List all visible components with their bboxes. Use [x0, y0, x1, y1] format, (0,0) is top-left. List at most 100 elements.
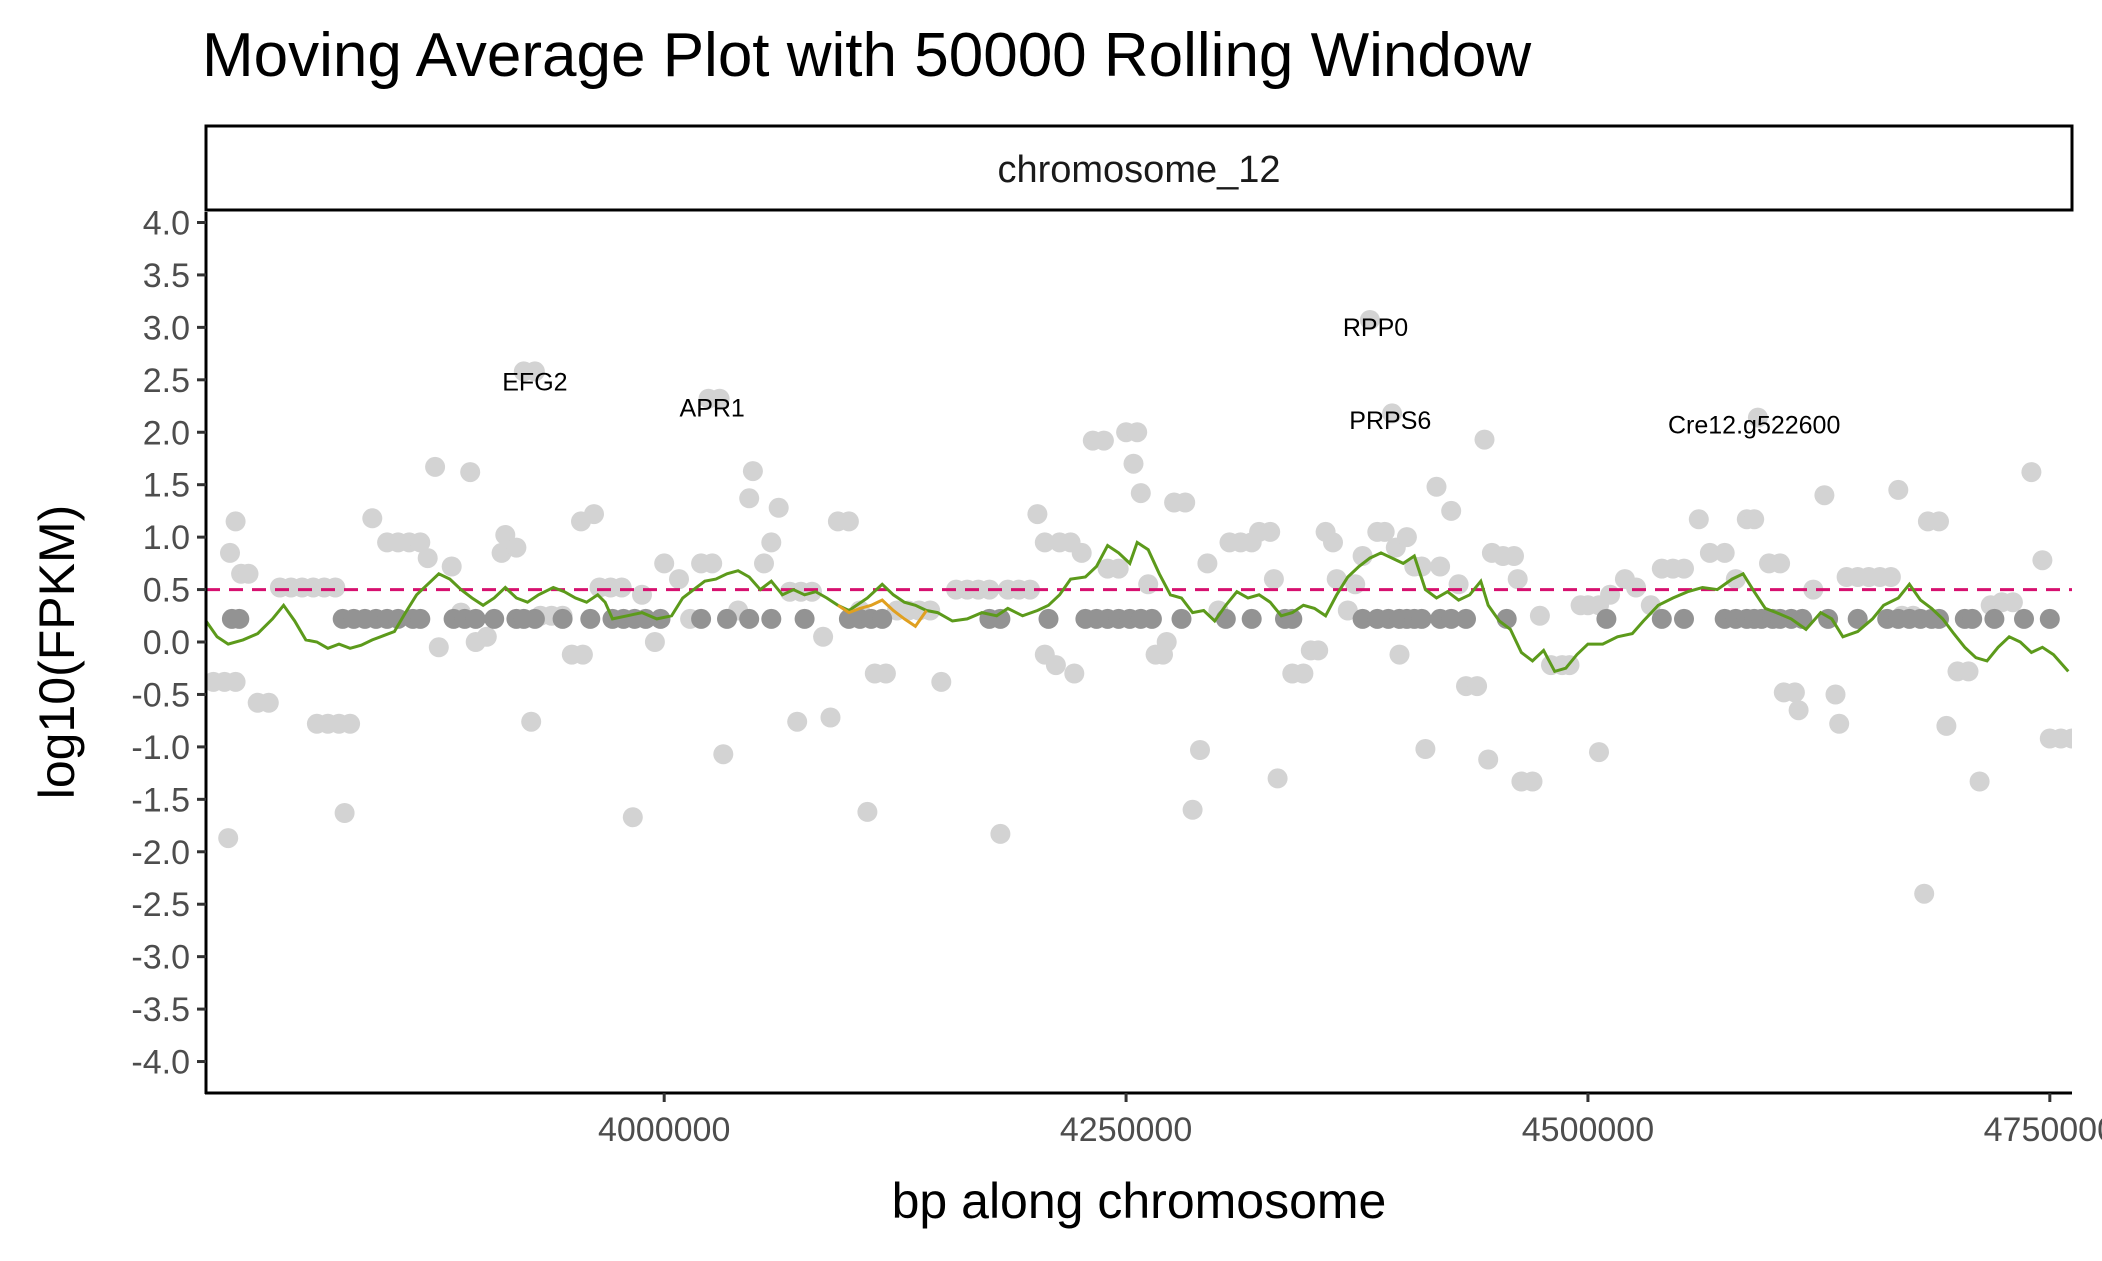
gene-point	[1323, 532, 1343, 553]
gene-point	[761, 532, 782, 553]
gene-labels-layer: EFG2 APR1 RPP0 PRPS6 Cre12.g522600	[502, 314, 1840, 440]
gene-point	[218, 828, 239, 849]
gene-point	[742, 461, 763, 482]
baseline-point	[2039, 608, 2060, 629]
baseline-point	[410, 608, 431, 629]
gene-point	[1064, 663, 1085, 684]
gene-point	[838, 511, 859, 532]
gene-point	[220, 542, 240, 563]
baseline-point	[1984, 608, 2005, 629]
gene-point	[787, 711, 808, 732]
gene-point	[2032, 550, 2053, 571]
gene-point	[1389, 644, 1410, 665]
gene-point	[1888, 479, 1909, 500]
gene-point	[754, 553, 774, 574]
x-tick-label: 4750000	[1984, 1111, 2102, 1149]
gene-point	[669, 569, 689, 590]
gene-point	[1969, 771, 1990, 792]
gene-point	[1337, 600, 1358, 621]
gene-point	[813, 626, 834, 647]
gene-point	[1504, 546, 1524, 566]
baseline-point	[1141, 608, 1162, 629]
baseline-point	[1171, 608, 1192, 629]
gene-point	[1071, 542, 1092, 563]
y-axis-ticks: -4.0 -3.5 -3.0 -2.5 -2.0 -1.5 -1.0 -0.5 0.0 0.5 1.…	[131, 204, 206, 1082]
gene-label: PRPS6	[1349, 407, 1431, 435]
highlight-segment-line	[837, 598, 928, 629]
gene-point	[1263, 569, 1284, 590]
y-tick-label: 4.0	[143, 204, 190, 242]
baseline-point	[872, 608, 893, 629]
gene-point	[1045, 655, 1066, 676]
gene-point	[1699, 542, 1720, 563]
gene-point	[1396, 527, 1417, 548]
gene-point	[1448, 574, 1469, 595]
gene-point	[1197, 553, 1218, 574]
gene-point	[1308, 640, 1329, 661]
gene-point	[1936, 715, 1957, 736]
y-tick-label: -0.5	[131, 676, 190, 714]
gene-point	[1123, 453, 1144, 474]
gene-point	[1127, 422, 1148, 443]
baseline-point	[1929, 608, 1949, 629]
gene-point	[1093, 430, 1114, 451]
facet-strip	[204, 124, 2074, 212]
y-tick-label: 0.0	[143, 624, 190, 662]
gene-point	[1626, 577, 1646, 598]
baseline-point	[1241, 608, 1262, 629]
baseline-point	[1215, 608, 1236, 629]
gene-point	[1359, 310, 1380, 330]
y-tick-label: 3.5	[143, 257, 190, 295]
baseline-point	[691, 608, 712, 629]
gene-point	[709, 388, 730, 409]
baseline-point	[580, 608, 601, 629]
gene-point	[524, 361, 545, 382]
gene-point	[1529, 605, 1550, 626]
x-tick-label: 4250000	[1060, 1111, 1192, 1149]
gene-point	[1441, 500, 1462, 521]
gene-point	[1829, 713, 1850, 734]
gene-point	[441, 556, 462, 577]
gene-point	[225, 671, 246, 692]
gene-point	[1674, 558, 1694, 579]
baseline-point	[717, 608, 737, 629]
y-axis-title: log10(FPKM)	[29, 505, 85, 800]
gene-point	[572, 644, 593, 665]
gene-point	[1190, 740, 1210, 760]
gene-point	[1914, 883, 1935, 904]
gene-point	[931, 671, 952, 692]
gene-point	[1640, 595, 1661, 616]
gene-point	[702, 553, 723, 574]
y-tick-label: 0.5	[143, 572, 190, 610]
gene-point	[1929, 511, 1949, 532]
gene-point	[506, 537, 527, 558]
gene-point	[2002, 592, 2023, 613]
gene-point	[1027, 504, 1048, 525]
plot-area: EFG2 APR1 RPP0 PRPS6 Cre12.g522600	[206, 310, 2072, 904]
gene-point	[1020, 579, 1040, 600]
gene-point	[611, 577, 632, 598]
gene-label: Cre12.g522600	[1668, 411, 1840, 439]
x-tick-label: 4500000	[1522, 1111, 1654, 1149]
gene-point	[417, 548, 438, 569]
gene-point	[1714, 542, 1735, 563]
gene-point	[1467, 676, 1488, 697]
y-tick-label: -1.5	[131, 781, 190, 819]
gene-point	[1430, 556, 1451, 577]
gene-point	[1293, 663, 1314, 684]
facet-label: chromosome_12	[997, 149, 1280, 191]
baseline-point	[1596, 608, 1617, 629]
gene-point	[334, 803, 355, 823]
gene-point	[768, 497, 789, 518]
baseline-point	[1038, 608, 1059, 629]
gene-point	[521, 711, 542, 732]
y-tick-label: 3.0	[143, 309, 190, 347]
gene-point	[258, 692, 279, 713]
gene-point	[1382, 403, 1403, 424]
baseline-point	[552, 608, 573, 629]
x-axis-title: bp along chromosome	[892, 1173, 1387, 1229]
gene-point	[1156, 632, 1177, 652]
moving-average-line	[206, 540, 2070, 674]
gene-point	[1108, 558, 1129, 579]
